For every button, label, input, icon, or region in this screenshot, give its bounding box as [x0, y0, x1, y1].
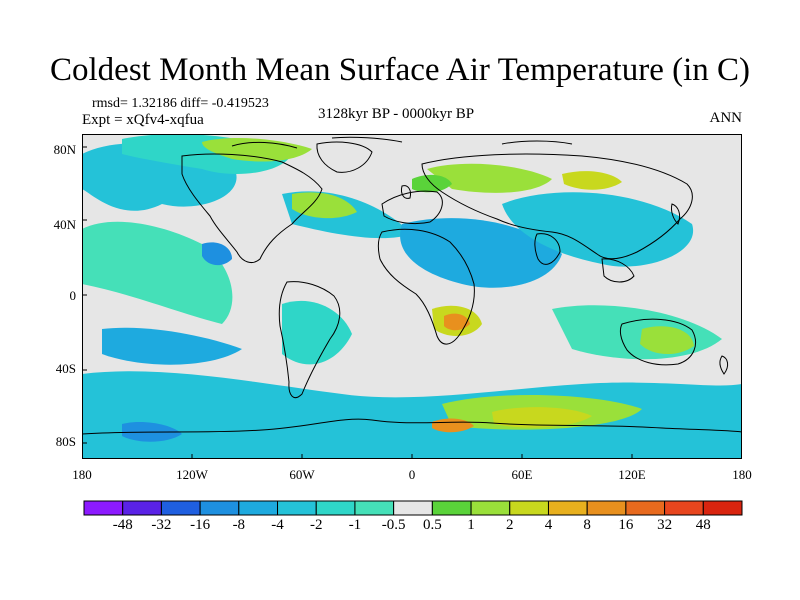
lon-label-60w: 60W [289, 467, 315, 482]
colorbar-tick-label: -2 [309, 517, 323, 533]
warm-spot-southafrica [444, 313, 470, 331]
colorbar-box [122, 500, 162, 516]
experiment-label: Expt = xQfv4-xqfua [82, 112, 204, 128]
coastline-japan [671, 203, 681, 225]
colorbar-box [315, 500, 356, 516]
colorbar-box [83, 500, 124, 516]
colorbar-tick-label: 1 [467, 517, 475, 533]
cool-spot-eastpacific [202, 242, 232, 266]
lat-label-0: 0 [69, 288, 77, 303]
lat-label-40n: 40N [53, 217, 76, 232]
lon-label-60e: 60E [511, 467, 533, 482]
colorbar-tick-label: 8 [583, 517, 591, 533]
colorbar-tick-label: 4 [544, 517, 553, 533]
lon-label-120w: 120W [176, 467, 208, 482]
colorbar-tick-label: 48 [695, 517, 711, 533]
coastline-antarctica [82, 418, 742, 435]
lon-label-180w: 180 [72, 467, 92, 482]
cool-field-southernocean [82, 371, 742, 459]
colorbar-box [664, 500, 704, 516]
colorbar-tick-label: 32 [657, 517, 673, 533]
period-label: 3128kyr BP - 0000kyr BP [318, 106, 475, 122]
colorbar-box [586, 500, 627, 516]
colorbar-tick-label: -48 [112, 517, 133, 533]
colorbar-box [470, 500, 511, 516]
colorbar-tick-label: -4 [271, 517, 284, 533]
coastlines [82, 136, 742, 435]
cool-field-africa [400, 218, 562, 288]
colorbar-tick-label: -8 [232, 517, 246, 533]
colorbar-tick-label: -32 [151, 517, 172, 533]
warm-spot-siberia [562, 171, 622, 190]
coastline-eurasia [421, 153, 693, 260]
colorbar-box [509, 500, 549, 516]
colorbar-tick-label: 0.5 [422, 517, 442, 533]
colorbar-box [547, 500, 588, 516]
coastline-north-america [181, 153, 323, 263]
coastline-south-america [278, 281, 341, 398]
colorbar-box [702, 500, 743, 516]
colorbar-box [354, 500, 395, 516]
colorbar-tick-label: -0.5 [381, 517, 406, 533]
colorbar-boxes [83, 500, 743, 516]
lat-label-80n: 80N [53, 142, 76, 157]
season-label: ANN [709, 110, 743, 126]
lon-label-120e: 120E [618, 467, 646, 482]
coastline-greenland [316, 141, 373, 173]
warm-field-australia [640, 326, 694, 355]
stats-label: rmsd= 1.32186 diff= -0.419523 [92, 96, 269, 111]
warm-field-arctic [202, 138, 312, 162]
lat-label-80s: 80S [55, 434, 76, 449]
colorbar-tick-label: -16 [190, 517, 211, 533]
colorbar-box [277, 500, 317, 516]
cool-field-southamerica [282, 300, 352, 365]
colorbar-box [199, 500, 240, 516]
coastline-uk [401, 185, 411, 199]
colorbar-tick-label: 16 [618, 517, 634, 533]
lat-label-40s: 40S [55, 361, 76, 376]
temperature-map [82, 134, 742, 459]
lon-label-180e: 180 [732, 467, 752, 482]
map-ticks [82, 146, 742, 459]
lon-label-0: 0 [408, 467, 416, 482]
colorbar-tick-label: -1 [348, 517, 362, 533]
cool-field-asia [502, 192, 694, 267]
coastline-new-zealand [719, 355, 729, 375]
coastline-australia [619, 318, 696, 366]
colorbar-box [393, 500, 433, 516]
colorbar-box [625, 500, 666, 516]
cool-field-eastpacific [82, 221, 233, 324]
colorbar-box [238, 500, 279, 516]
anomaly-fields [82, 134, 742, 459]
coastline-africa [377, 228, 475, 345]
coastline-arctic-islands [231, 136, 573, 149]
warm-field-weddell [492, 407, 592, 428]
colorbar-box [160, 500, 201, 516]
colorbar-tick-label: 2 [506, 517, 514, 533]
cool-field-southpacific [102, 327, 242, 365]
coastline-india [534, 233, 561, 265]
coastline-southeast-asia [601, 258, 635, 283]
warm-field-northamerica [292, 192, 357, 219]
map-title: Coldest Month Mean Surface Air Temperatu… [50, 52, 750, 88]
warm-field-eurasia [427, 163, 552, 193]
colorbar-box [431, 500, 472, 516]
coastline-europe [381, 190, 443, 225]
